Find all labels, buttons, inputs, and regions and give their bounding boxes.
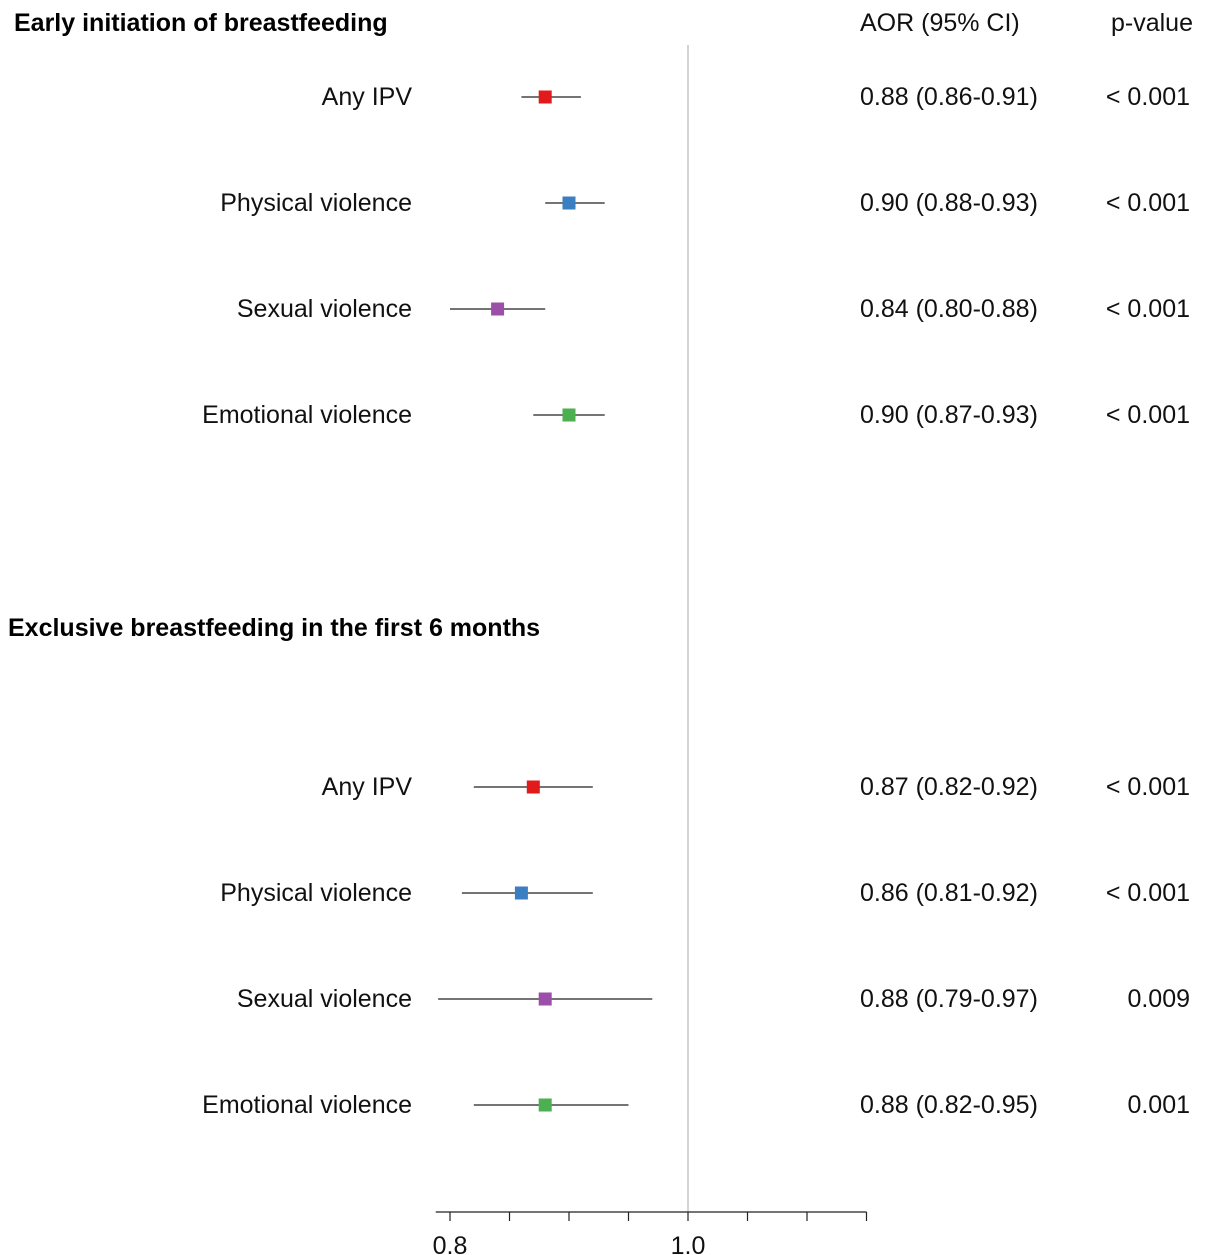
group-title-early-initiation: Early initiation of breastfeeding <box>14 9 388 37</box>
x-tick-label: 0.8 <box>433 1232 468 1255</box>
aor-value-sexual-violence: 0.88 (0.79-0.97) <box>860 985 1038 1013</box>
row-label-sexual-violence: Sexual violence <box>237 985 412 1013</box>
row-label-physical-violence: Physical violence <box>220 879 412 907</box>
aor-value-physical-violence: 0.86 (0.81-0.92) <box>860 879 1038 907</box>
point-estimate-emotional-violence <box>562 408 576 422</box>
point-estimate-sexual-violence <box>538 992 552 1006</box>
group-title-exclusive-breastfeeding: Exclusive breastfeeding in the first 6 m… <box>8 614 540 642</box>
row-label-any-ipv: Any IPV <box>322 773 413 801</box>
row-label-sexual-violence: Sexual violence <box>237 295 412 323</box>
p-value-any-ipv: < 0.001 <box>1106 773 1190 801</box>
row-label-emotional-violence: Emotional violence <box>202 401 412 429</box>
aor-value-emotional-violence: 0.90 (0.87-0.93) <box>860 401 1038 429</box>
p-value-emotional-violence: 0.001 <box>1127 1091 1190 1119</box>
row-label-emotional-violence: Emotional violence <box>202 1091 412 1119</box>
point-estimate-any-ipv <box>526 780 540 794</box>
p-value-any-ipv: < 0.001 <box>1106 83 1190 111</box>
p-value-physical-violence: < 0.001 <box>1106 879 1190 907</box>
x-tick-label: 1.0 <box>671 1232 706 1255</box>
row-label-any-ipv: Any IPV <box>322 83 413 111</box>
point-estimate-physical-violence <box>514 886 528 900</box>
aor-value-sexual-violence: 0.84 (0.80-0.88) <box>860 295 1038 323</box>
p-value-sexual-violence: < 0.001 <box>1106 295 1190 323</box>
aor-column-header: AOR (95% CI) <box>860 9 1020 37</box>
point-estimate-any-ipv <box>538 90 552 104</box>
point-estimate-sexual-violence <box>491 302 505 316</box>
point-estimate-emotional-violence <box>538 1098 552 1112</box>
point-estimate-physical-violence <box>562 196 576 210</box>
p-value-sexual-violence: 0.009 <box>1127 985 1190 1013</box>
aor-value-emotional-violence: 0.88 (0.82-0.95) <box>860 1091 1038 1119</box>
plot-layer: 0.8 1.0 Any IPV 0.88 (0.86-0.91) < 0.001 Phys… <box>202 45 1190 1255</box>
row-label-physical-violence: Physical violence <box>220 189 412 217</box>
p-value-physical-violence: < 0.001 <box>1106 189 1190 217</box>
aor-value-physical-violence: 0.90 (0.88-0.93) <box>860 189 1038 217</box>
p-value-emotional-violence: < 0.001 <box>1106 401 1190 429</box>
p-value-column-header: p-value <box>1111 9 1193 37</box>
aor-value-any-ipv: 0.88 (0.86-0.91) <box>860 83 1038 111</box>
aor-value-any-ipv: 0.87 (0.82-0.92) <box>860 773 1038 801</box>
